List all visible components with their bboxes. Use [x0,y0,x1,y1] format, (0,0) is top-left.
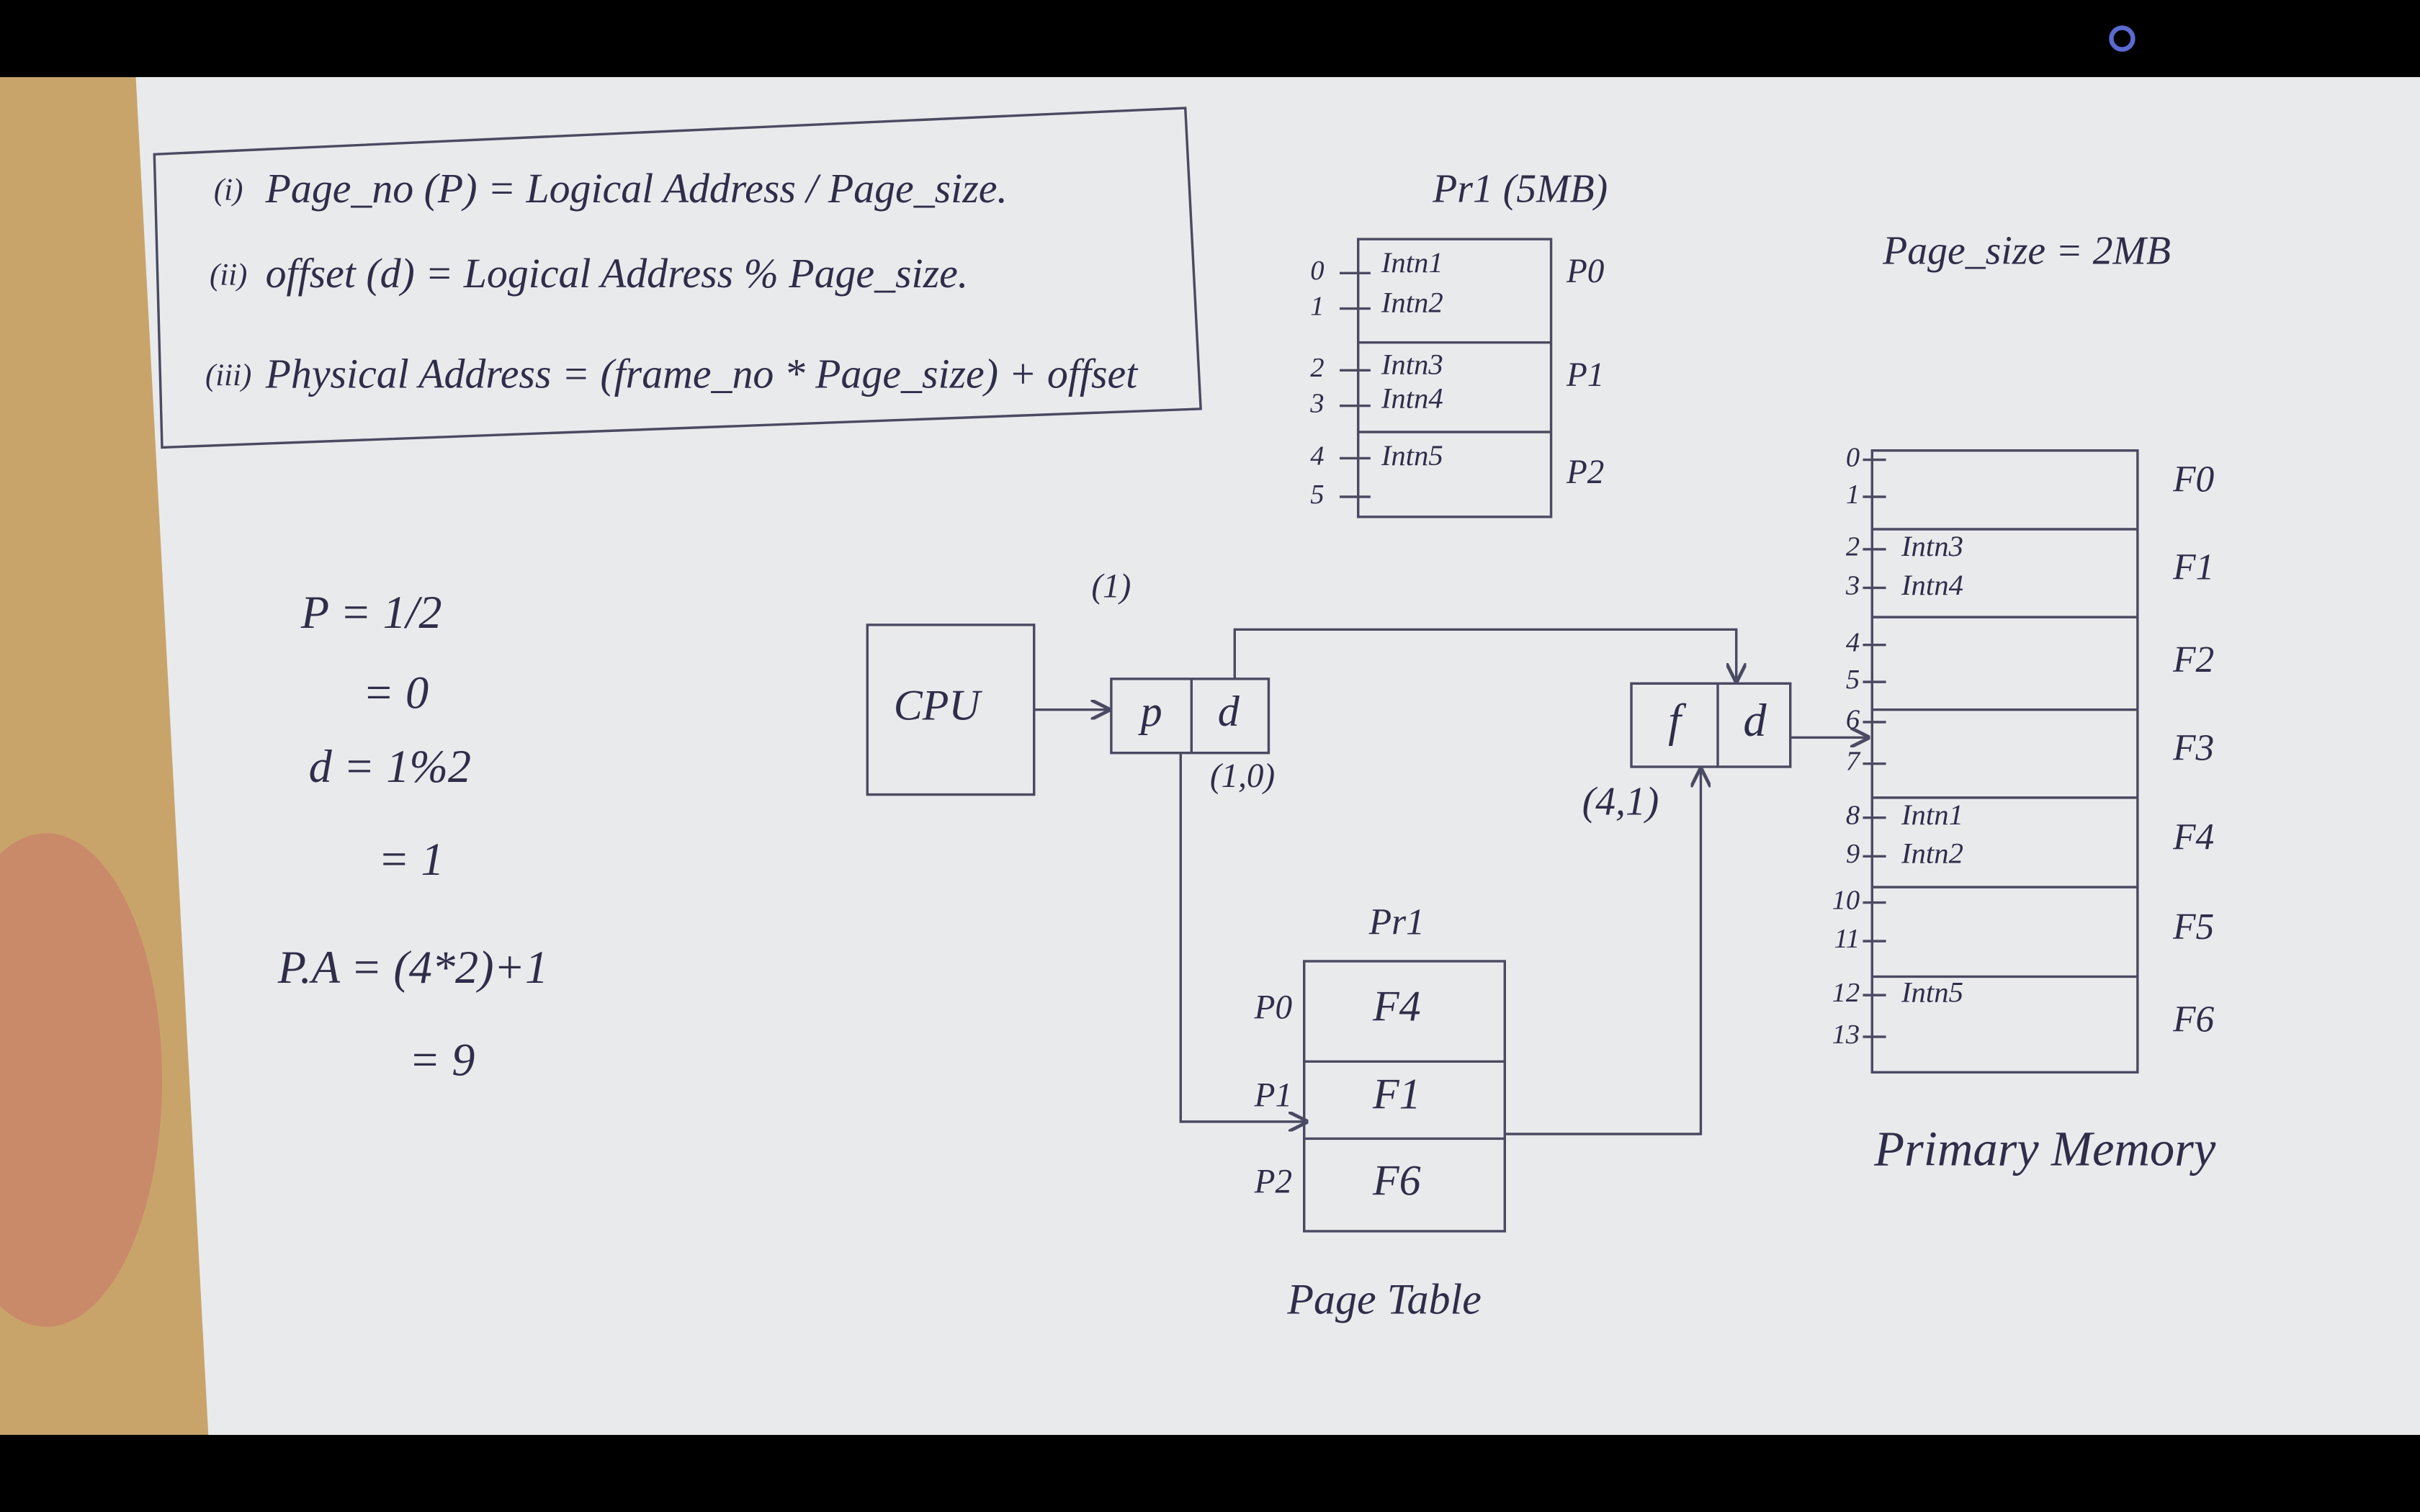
page-label: P0 [1566,253,1604,290]
page-table-frame: F6 [1372,1156,1421,1204]
instruction: Intn3 [1381,348,1443,380]
arrow [1505,770,1700,1135]
memory-index: 12 [1832,978,1860,1008]
memory-index: 2 [1846,532,1860,562]
memory-index: 5 [1846,665,1860,695]
calculation: d = 1%2 [309,741,471,792]
formula: offset (d) = Logical Address % Page_size… [266,250,969,297]
calculation: P = 1/2 [300,587,442,638]
memory-content: Intn3 [1901,530,1963,562]
memory-content: Intn5 [1901,976,1963,1008]
memory-index: 13 [1832,1020,1860,1050]
arrow [1179,752,1306,1122]
page-table-frame: F1 [1372,1070,1421,1117]
process-table [1357,238,1553,518]
memory-index: 7 [1846,747,1861,777]
page-label: P1 [1566,356,1604,394]
frame-label: F1 [2172,547,2214,588]
memory-caption: Primary Memory [1873,1122,2216,1176]
memory-index: 8 [1846,801,1860,831]
memory-index: 9 [1846,839,1860,869]
logical-part: p [1138,688,1162,735]
row-index: 5 [1310,480,1324,510]
memory-index: 3 [1845,570,1860,600]
process-title: Pr1 (5MB) [1432,167,1608,212]
memory-index: 0 [1846,442,1860,472]
memory-table [1870,449,2139,1074]
memory-index: 4 [1846,628,1860,658]
instruction: Intn2 [1381,287,1443,319]
instruction: Intn4 [1381,382,1443,414]
formula-number: (ii) [210,258,247,292]
row-index: 4 [1310,441,1324,471]
frame-label: F2 [2172,639,2214,680]
instruction: Intn5 [1381,439,1443,472]
calculation: P.A = (4*2)+1 [277,942,548,993]
step-marker: (1) [1091,567,1131,605]
frame-label: F4 [2172,817,2214,858]
formula-box [153,107,1202,449]
page-table-title: Pr1 [1368,902,1425,943]
logical-part: d [1218,688,1240,735]
page-label: P2 [1566,454,1604,491]
page-table-caption: Page Table [1286,1275,1481,1323]
logical-value: (1,0) [1210,757,1275,795]
calculation: = 0 [363,667,429,718]
row-index: 1 [1310,291,1324,321]
memory-index: 11 [1834,924,1860,954]
formula: Page_no (P) = Logical Address / Page_siz… [265,165,1008,212]
memory-content: Intn4 [1901,569,1963,601]
hand [0,833,162,1327]
formula-number: (i) [214,174,243,207]
physical-value: (4,1) [1582,779,1659,824]
frame-label: F6 [2172,999,2214,1040]
cpu-label: CPU [894,681,983,729]
arrow [1233,628,1736,680]
memory-content: Intn1 [1901,798,1963,831]
page-table-page: P2 [1254,1164,1292,1201]
paper [135,77,2420,1435]
formula-number: (iii) [205,359,251,392]
page-table-frame: F4 [1372,982,1421,1030]
memory-index: 10 [1832,885,1860,915]
page-table [1303,960,1506,1233]
frame-label: F5 [2172,906,2214,948]
calculation: = 1 [378,834,444,885]
page-size: Page_size = 2MB [1882,228,2171,273]
calculation: = 9 [409,1034,475,1085]
frame-label: F0 [2172,459,2214,500]
page-table-page: P1 [1254,1077,1292,1115]
memory-index: 1 [1846,480,1860,510]
row-index: 3 [1309,388,1324,418]
formula: Physical Address = (frame_no * Page_size… [265,350,1139,397]
physical-part: d [1743,695,1767,746]
frame-label: F3 [2172,727,2214,768]
logical-address-box [1110,678,1270,755]
physical-address-box [1630,682,1792,768]
row-index: 2 [1310,353,1324,383]
memory-content: Intn2 [1901,837,1963,870]
instruction: Intn1 [1381,246,1443,279]
memory-index: 6 [1846,705,1860,735]
page-table-page: P0 [1254,989,1292,1026]
settings-icon[interactable] [2109,25,2136,52]
row-index: 0 [1310,256,1324,286]
